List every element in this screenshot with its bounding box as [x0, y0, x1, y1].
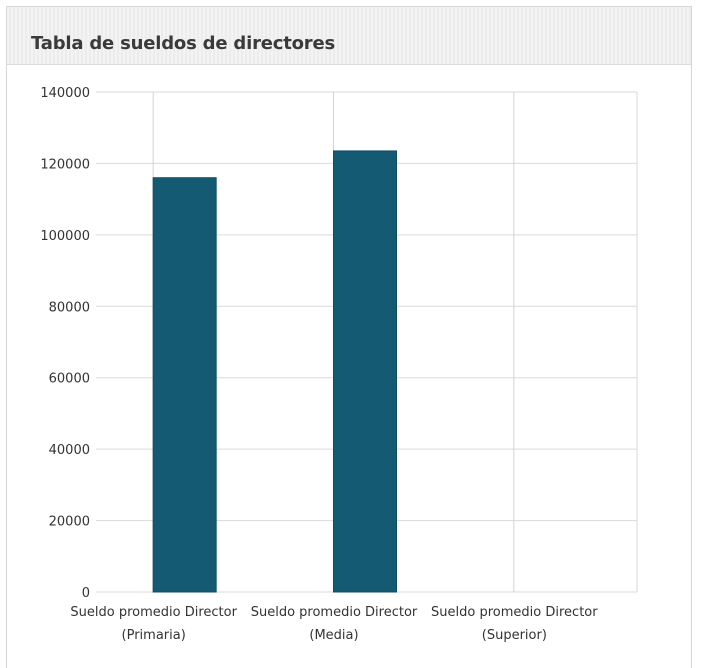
- y-tick-label: 0: [82, 586, 90, 601]
- panel-title: Tabla de sueldos de directores: [31, 33, 336, 54]
- x-tick-label: (Media): [309, 628, 358, 643]
- y-tick-label: 140000: [40, 86, 90, 101]
- y-tick-label: 20000: [49, 515, 90, 530]
- x-tick-label: Sueldo promedio Director: [431, 605, 598, 620]
- y-tick-label: 100000: [40, 229, 90, 244]
- x-tick-label: Sueldo promedio Director: [251, 605, 418, 620]
- y-tick-label: 60000: [49, 372, 90, 387]
- y-tick-label: 40000: [49, 443, 90, 458]
- panel-header: Tabla de sueldos de directores: [7, 7, 691, 65]
- bar: [333, 150, 397, 593]
- x-tick-label: (Superior): [482, 628, 547, 643]
- x-tick-label: (Primaria): [122, 628, 186, 643]
- x-tick-label: Sueldo promedio Director: [70, 605, 237, 620]
- bar: [152, 177, 217, 593]
- y-tick-label: 120000: [40, 157, 90, 172]
- y-tick-label: 80000: [49, 300, 90, 315]
